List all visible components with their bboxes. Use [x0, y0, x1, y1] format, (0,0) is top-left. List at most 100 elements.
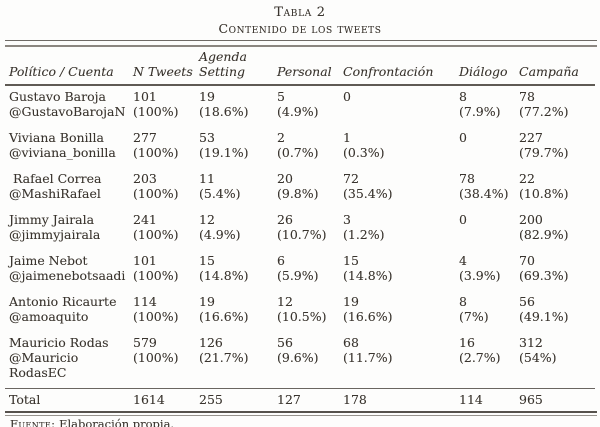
table-cell: 0: [341, 85, 457, 127]
cell-line: 0: [459, 130, 467, 145]
table-cell: 101 (100%): [131, 250, 197, 291]
cell-line: Setting: [199, 64, 246, 79]
table-cell: 78 (77.2%): [517, 85, 595, 127]
total-value: 114: [457, 388, 517, 411]
table-cell: 101 (100%): [131, 85, 197, 127]
cell-line: (82.9%): [519, 227, 569, 242]
table-row: Viviana Bonilla @viviana_bonilla 277 (100%)…: [5, 127, 595, 168]
table-cell: 20 (9.8%): [275, 168, 341, 209]
table-cell: 53 (19.1%): [197, 127, 275, 168]
cell-line: (79.7%): [519, 145, 569, 160]
cell-line: (49.1%): [519, 309, 569, 324]
table-cell: 56 (49.1%): [517, 291, 595, 332]
table-cell: 19 (16.6%): [341, 291, 457, 332]
cell-line: @amoaquito: [9, 309, 89, 324]
table-row: Jaime Nebot @jaimenebotsaadi 101 (100%) 15 (1…: [5, 250, 595, 291]
cell-line: 965: [519, 392, 543, 407]
column-header: Político / Cuenta: [5, 47, 131, 86]
cell-line: @viviana_bonilla: [9, 145, 116, 160]
table-cell: 8 (7.9%): [457, 85, 517, 127]
cell-line: 53: [199, 130, 215, 145]
cell-line: (100%): [133, 350, 179, 365]
table-cell: 227 (79.7%): [517, 127, 595, 168]
column-header: Personal: [275, 47, 341, 86]
cell-line: Viviana Bonilla: [9, 130, 105, 145]
table-cell: 3 (1.2%): [341, 209, 457, 250]
cell-line: (16.6%): [199, 309, 249, 324]
table-cell: 114 (100%): [131, 291, 197, 332]
politician-cell: Jaime Nebot @jaimenebotsaadi: [5, 250, 131, 291]
cell-line: 56: [519, 294, 535, 309]
cell-line: (3.9%): [459, 268, 501, 283]
cell-line: (0.7%): [277, 145, 319, 160]
cell-line: (7.9%): [459, 104, 501, 119]
title-block: Tabla 2 Contenido de los tweets: [5, 5, 595, 37]
bottom-rule-thin: [5, 415, 597, 416]
cell-line: (100%): [133, 309, 179, 324]
politician-cell: Gustavo Baroja @GustavoBarojaN: [5, 85, 131, 127]
cell-line: 312: [519, 335, 543, 350]
table-cell: 15 (14.8%): [341, 250, 457, 291]
cell-line: @Mauricio: [9, 350, 79, 365]
cell-line: Mauricio Rodas: [9, 335, 109, 350]
cell-line: 22: [519, 171, 535, 186]
cell-line: 72: [343, 171, 359, 186]
table-cell: 12 (4.9%): [197, 209, 275, 250]
cell-line: RodasEC: [9, 365, 67, 380]
cell-line: 20: [277, 171, 293, 186]
table-cell: 78 (38.4%): [457, 168, 517, 209]
table-cell: 19 (16.6%): [197, 291, 275, 332]
cell-line: (14.8%): [343, 268, 393, 283]
cell-line: 1614: [133, 392, 165, 407]
table-cell: 0: [457, 209, 517, 250]
table-cell: 8 (7%): [457, 291, 517, 332]
cell-line: 200: [519, 212, 543, 227]
cell-line: (100%): [133, 227, 179, 242]
cell-line: (54%): [519, 350, 557, 365]
table-row: Jimmy Jairala @jimmyjairala 241 (100%) 12 (4.…: [5, 209, 595, 250]
total-value: 1614: [131, 388, 197, 411]
cell-line: @MashiRafael: [9, 186, 101, 201]
cell-line: @jaimenebotsaadi: [9, 268, 126, 283]
cell-line: Confrontación: [343, 64, 434, 79]
table-row: Antonio Ricaurte @amoaquito 114 (100%) 19 (16…: [5, 291, 595, 332]
cell-line: 114: [133, 294, 157, 309]
cell-line: 8: [459, 89, 467, 104]
cell-line: 8: [459, 294, 467, 309]
cell-line: 5: [277, 89, 285, 104]
cell-line: 15: [199, 253, 215, 268]
cell-line: (7%): [459, 309, 489, 324]
cell-line: Agenda: [199, 49, 247, 64]
table-cell: 56 (9.6%): [275, 332, 341, 389]
cell-line: 11: [199, 171, 215, 186]
cell-line: (4.9%): [277, 104, 319, 119]
cell-line: (10.5%): [277, 309, 327, 324]
cell-line: Político / Cuenta: [9, 64, 114, 79]
cell-line: 2: [277, 130, 285, 145]
table-cell: 72 (35.4%): [341, 168, 457, 209]
column-header: Agenda Setting: [197, 47, 275, 86]
cell-line: (38.4%): [459, 186, 509, 201]
politician-cell: Viviana Bonilla @viviana_bonilla: [5, 127, 131, 168]
cell-line: (0.3%): [343, 145, 385, 160]
table-cell: 4 (3.9%): [457, 250, 517, 291]
cell-line: (14.8%): [199, 268, 249, 283]
cell-line: (10.7%): [277, 227, 327, 242]
cell-line: 127: [277, 392, 301, 407]
table-cell: 0: [457, 127, 517, 168]
cell-line: 178: [343, 392, 367, 407]
cell-line: 126: [199, 335, 223, 350]
cell-line: (100%): [133, 104, 179, 119]
cell-line: (69.3%): [519, 268, 569, 283]
cell-line: 203: [133, 171, 157, 186]
cell-line: @GustavoBarojaN: [9, 104, 126, 119]
table-cell: 241 (100%): [131, 209, 197, 250]
cell-line: 227: [519, 130, 543, 145]
cell-line: 255: [199, 392, 223, 407]
politician-cell: Rafael Correa @MashiRafael: [5, 168, 131, 209]
cell-line: @jimmyjairala: [9, 227, 101, 242]
cell-line: 1: [343, 130, 351, 145]
column-header: N Tweets: [131, 47, 197, 86]
table-cell: 22 (10.8%): [517, 168, 595, 209]
